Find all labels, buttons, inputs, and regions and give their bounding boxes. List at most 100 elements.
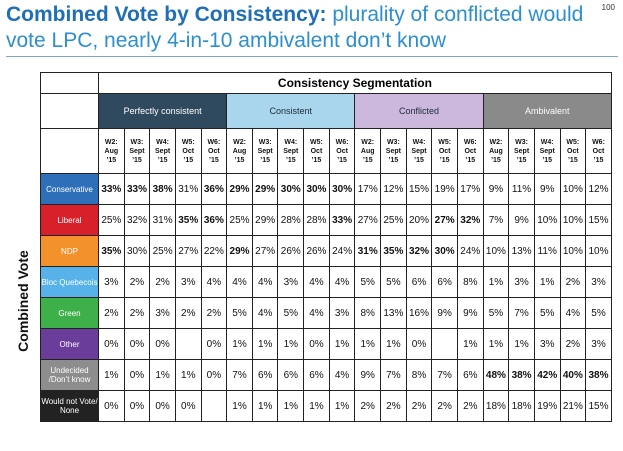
group-perfectly-consistent: Perfectly consistent [97,93,228,129]
value-cell: 6% [251,359,279,391]
value-cell: 32% [123,204,151,236]
value-cell: 27% [431,204,458,236]
wave-header-line: Aug [104,147,119,155]
wave-header: W3: Sept ’15 [123,128,151,174]
value-cell: 2% [123,297,151,329]
wave-header-line: ’15 [567,156,578,164]
wave-header: W6: Oct ’15 [200,128,228,174]
title-divider [6,56,618,57]
value-cell: 7% [431,359,458,391]
value-cell: 10% [559,235,587,267]
value-cell: 0% [123,359,151,391]
value-cell: 2% [200,297,228,329]
value-cell: 0% [303,328,330,360]
value-cell: 1% [328,390,356,422]
wave-header: W4: Sept ’15 [405,128,433,174]
value-cell: 9% [431,297,458,329]
value-cell: 2% [123,266,151,298]
party-label: Bloc Quebecois [40,266,99,298]
party-label: Green [40,297,99,329]
value-cell [200,390,228,422]
value-cell: 0% [98,390,125,422]
value-cell: 1% [456,328,484,360]
value-cell: 12% [585,173,612,205]
wave-header-line: Sept [513,147,530,155]
wave-header-line: ’15 [465,156,476,164]
wave-header: W3: Sept ’15 [251,128,279,174]
wave-header-line: W4: [284,138,298,146]
value-cell: 0% [149,390,176,422]
value-cell: 28% [277,204,305,236]
value-cell: 5% [380,266,407,298]
value-cell: 12% [380,173,407,205]
value-cell: 25% [380,204,407,236]
wave-header-line: W4: [156,138,170,146]
title-bold: Combined Vote by Consistency: [6,3,327,26]
value-cell: 13% [380,297,407,329]
value-cell: 4% [559,297,587,329]
wave-header-line: ’15 [362,156,373,164]
value-cell: 11% [533,235,561,267]
value-cell: 4% [328,359,356,391]
value-cell: 7% [380,359,407,391]
wave-header-line: W6: [592,138,605,146]
wave-header-line: Aug [360,147,375,155]
value-cell: 9% [508,204,535,236]
wave-header: W6: Oct ’15 [456,128,484,174]
wave-header: W6: Oct ’15 [585,128,612,174]
value-cell: 0% [123,328,151,360]
group-header-row: Perfectly consistent Consistent Conflict… [40,93,612,129]
value-cell: 9% [354,359,382,391]
value-cell: 8% [354,297,382,329]
wave-header: W2: Aug ’15 [482,128,510,174]
value-cell: 30% [277,173,305,205]
value-cell: 4% [251,266,279,298]
wave-header-line: W5: [438,138,452,146]
wave-header-row: W2: Aug ’15 W3: Sept ’15 W4: Sept ’15 W5: Oct ’15 W6… [40,128,612,174]
wave-header: W4: Sept ’15 [149,128,176,174]
value-cell: 4% [200,266,228,298]
title-rest: plurality of conflicted would vote LPC, … [6,3,584,52]
wave-header: W2: Aug ’15 [226,128,253,174]
value-cell: 6% [405,266,433,298]
value-cell: 5% [533,297,561,329]
value-cell: 3% [585,266,612,298]
wave-header: W2: Aug ’15 [354,128,382,174]
value-cell: 3% [508,266,535,298]
wave-header-line: ’15 [337,156,347,164]
wave-header-line: W5: [181,138,195,146]
wave-header-line: Aug [489,147,503,155]
wave-header: W4: Sept ’15 [277,128,305,174]
wave-header-line: W2: [361,138,375,146]
wave-header-line: ’15 [183,156,194,164]
party-label: NDP [40,235,99,267]
value-cell: 30% [431,235,458,267]
value-cell: 28% [303,204,330,236]
value-cell: 11% [508,173,535,205]
value-cell: 1% [174,359,202,391]
wave-header-line: W2: [104,138,118,146]
value-cell: 1% [98,359,125,391]
wave-header: W3: Sept ’15 [508,128,535,174]
wave-header: W4: Sept ’15 [533,128,561,174]
value-cell: 27% [354,204,382,236]
value-cell: 25% [226,204,253,236]
value-cell: 17% [456,173,484,205]
value-cell: 1% [149,359,176,391]
value-cell: 16% [405,297,433,329]
wave-header-line: Oct [438,147,451,155]
value-cell: 1% [508,328,535,360]
value-cell: 9% [482,173,510,205]
wave-header-line: Oct [567,147,579,155]
wave-header: W5: Oct ’15 [559,128,587,174]
value-cell: 25% [98,204,125,236]
value-cell: 3% [328,297,356,329]
value-cell: 27% [174,235,202,267]
value-cell: 2% [431,390,458,422]
wave-header-line: Sept [257,147,273,155]
value-cell: 29% [226,173,253,205]
wave-header: W6: Oct ’15 [328,128,356,174]
value-cell: 9% [533,173,561,205]
value-cell: 1% [354,328,382,360]
value-cell: 36% [200,204,228,236]
